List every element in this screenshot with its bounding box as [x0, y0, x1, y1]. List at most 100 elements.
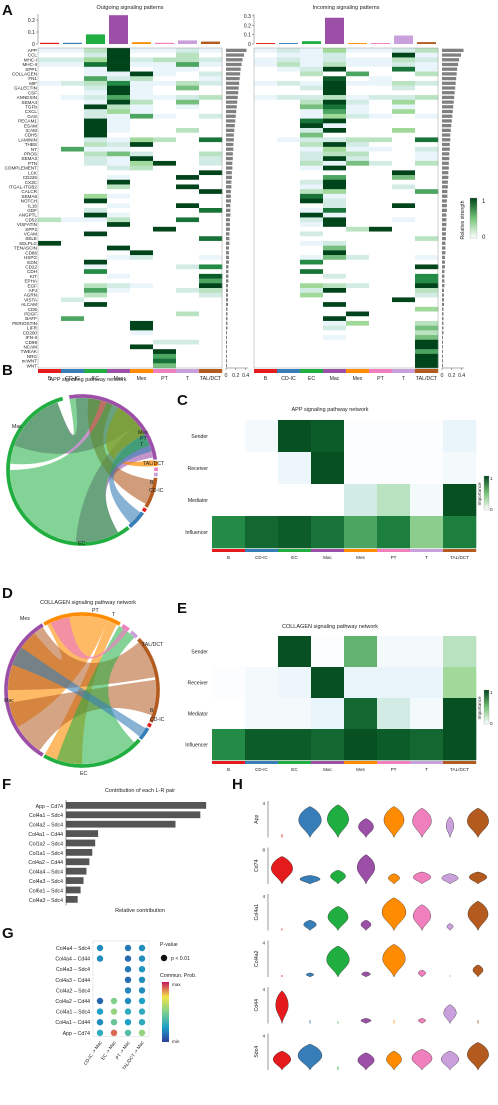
incoming-celltype-label: B	[264, 376, 268, 382]
incoming-heat-cell	[277, 217, 301, 223]
outgoing-heat-cell	[153, 189, 177, 195]
incoming-heat-cell	[277, 344, 301, 350]
outgoing-heat-cell	[38, 76, 62, 82]
incoming-heat-cell	[346, 358, 370, 364]
collagen-heat-cell	[311, 636, 345, 668]
incoming-heat-cell	[323, 344, 347, 350]
app-heat-cell	[377, 452, 411, 485]
incoming-heat-cell	[346, 306, 370, 312]
outgoing-right-bar	[226, 81, 240, 85]
app-heat-cell	[344, 484, 378, 517]
outgoing-heat-cell	[38, 245, 62, 251]
outgoing-heat-cell	[38, 160, 62, 166]
outgoing-heat-cell	[38, 240, 62, 246]
incoming-heat-cell	[323, 99, 347, 105]
incoming-heat-cell	[415, 165, 439, 171]
outgoing-heat-cell	[38, 283, 62, 289]
violin-ymax-label: 4	[262, 894, 265, 899]
incoming-heat-cell	[415, 292, 439, 298]
incoming-heat-cell	[415, 90, 439, 96]
incoming-heat-cell	[392, 250, 416, 256]
violin-ymax-label: 4	[262, 801, 265, 806]
outgoing-heat-cell	[107, 297, 131, 303]
incoming-heat-cell	[392, 132, 416, 138]
outgoing-heat-cell	[199, 48, 223, 54]
app-heat-cell	[377, 420, 411, 453]
collagen-heat-cell	[212, 729, 246, 761]
outgoing-right-bar	[226, 142, 234, 147]
outgoing-heat-cell	[176, 358, 200, 364]
app-heat-cell	[410, 484, 444, 517]
outgoing-right-bar	[226, 133, 234, 137]
outgoing-heat-cell	[107, 62, 131, 68]
incoming-heat-cell	[392, 57, 416, 63]
incoming-heat-cell	[415, 142, 439, 148]
outgoing-heat-cell	[176, 245, 200, 251]
outgoing-heat-cell	[84, 264, 108, 270]
outgoing-heat-cell	[84, 104, 108, 110]
incoming-heat-cell	[300, 245, 324, 251]
incoming-right-bar	[442, 166, 449, 170]
outgoing-heat-cell	[61, 217, 85, 223]
outgoing-heat-cell	[153, 175, 177, 181]
incoming-right-bar	[442, 364, 443, 368]
incoming-heat-cell	[369, 264, 393, 270]
outgoing-heat-cell	[153, 128, 177, 134]
app-heat-color-strip	[410, 549, 444, 552]
outgoing-heat-cell	[61, 62, 85, 68]
incoming-celltype-label: CD-IC	[281, 376, 296, 382]
app-chord-label: CD-IC	[149, 488, 164, 494]
incoming-heat-cell	[346, 297, 370, 303]
lr-bar	[66, 877, 84, 884]
outgoing-heat-cell	[38, 52, 62, 58]
outgoing-heat-cell	[130, 95, 154, 101]
incoming-heat-cell	[300, 132, 324, 138]
collagen-heat-cell	[212, 667, 246, 699]
incoming-heat-cell	[415, 179, 439, 185]
app-heat-cell	[344, 420, 378, 453]
incoming-right-bar	[442, 91, 455, 95]
outgoing-heat-cell	[61, 259, 85, 265]
app-heat-cell	[443, 484, 477, 517]
incoming-heat-cell	[300, 325, 324, 331]
incoming-right-bar	[442, 331, 444, 335]
incoming-right-bar	[442, 62, 459, 67]
pathway-label: PROS	[24, 152, 37, 157]
outgoing-heat-cell	[38, 179, 62, 185]
incoming-heat-cell	[323, 320, 347, 326]
incoming-heat-cell	[323, 288, 347, 294]
outgoing-heat-cell	[38, 306, 62, 312]
outgoing-heat-cell	[199, 146, 223, 152]
outgoing-heat-cell	[107, 123, 131, 129]
outgoing-title: Outgoing signaling patterns	[97, 5, 164, 11]
outgoing-heat-cell	[84, 156, 108, 162]
incoming-heat-cell	[254, 90, 278, 96]
outgoing-heat-cell	[61, 132, 85, 138]
dotplot-dot	[138, 987, 146, 994]
incoming-heat-cell	[254, 226, 278, 232]
incoming-heat-cell	[346, 160, 370, 166]
collagen-heat-cell	[245, 698, 279, 730]
outgoing-heat-cell	[153, 311, 177, 317]
outgoing-heat-cell	[176, 156, 200, 162]
app-heat-row-label: Receiver	[188, 466, 209, 472]
outgoing-heat-cell	[153, 113, 177, 119]
outgoing-right-bar	[226, 53, 245, 57]
incoming-heat-cell	[392, 95, 416, 101]
incoming-heat-cell	[415, 184, 439, 190]
incoming-heat-cell	[346, 250, 370, 256]
incoming-heat-cell	[415, 353, 439, 359]
collagen-heat-row-label: Sender	[191, 650, 208, 656]
incoming-heat-cell	[415, 222, 439, 228]
outgoing-top-bar	[63, 42, 82, 44]
outgoing-heat-cell	[153, 104, 177, 110]
incoming-heat-cell	[254, 165, 278, 171]
incoming-heat-cell	[346, 231, 370, 237]
outgoing-heat-cell	[107, 99, 131, 105]
outgoing-heat-cell	[38, 363, 62, 369]
incoming-heat-cell	[300, 259, 324, 265]
outgoing-heat-cell	[176, 217, 200, 223]
incoming-right-bar	[442, 189, 448, 194]
incoming-heat-cell	[300, 95, 324, 101]
incoming-heat-cell	[369, 142, 393, 148]
